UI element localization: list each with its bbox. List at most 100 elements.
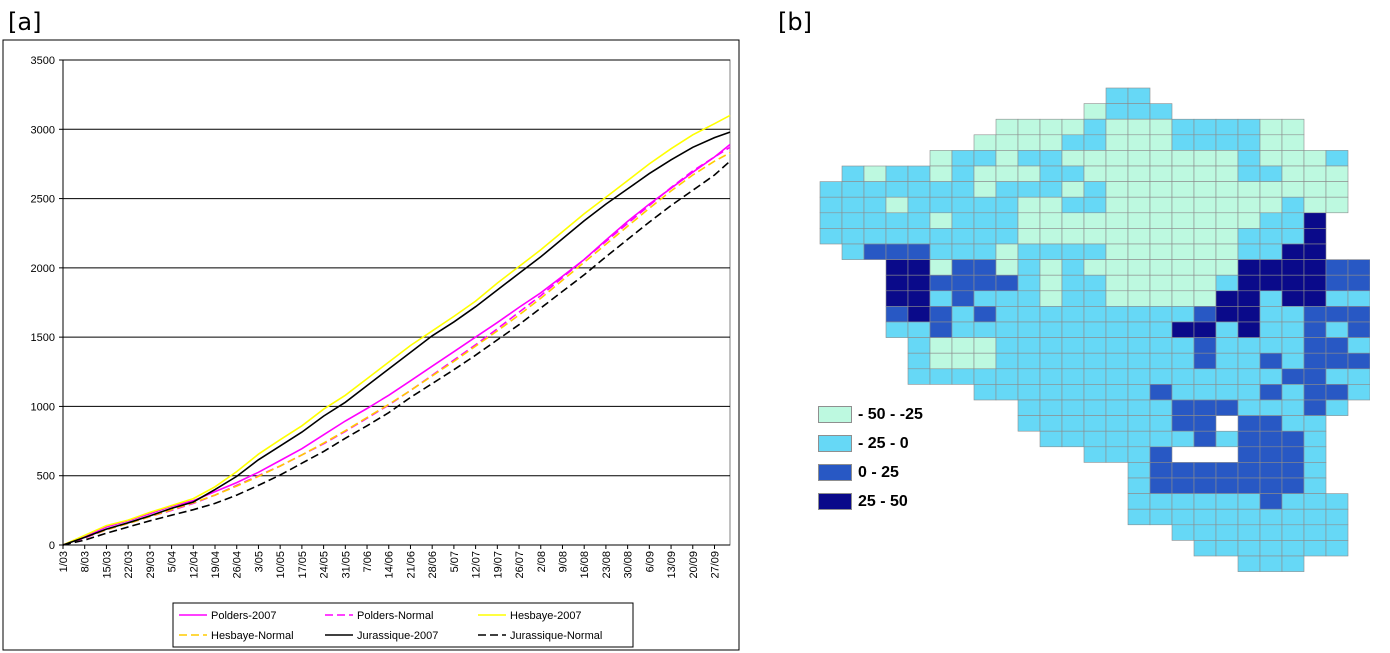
y-tick-label: 1000 xyxy=(31,401,55,413)
map-cell xyxy=(1039,290,1063,307)
map-cell xyxy=(1193,540,1217,557)
map-cell xyxy=(1215,352,1239,370)
legend-label-2: - 25 - 0 xyxy=(858,434,909,452)
map-cell xyxy=(1149,508,1173,526)
heatmap-grid xyxy=(819,87,1370,572)
map-cell xyxy=(1083,259,1107,276)
map-cell xyxy=(1325,306,1349,323)
map-cell xyxy=(907,196,931,214)
map-cell xyxy=(1193,196,1217,214)
map-cell xyxy=(1259,540,1283,557)
x-tick-label: 5/07 xyxy=(449,551,461,572)
map-cell xyxy=(1127,165,1151,182)
map-cell xyxy=(1259,446,1283,463)
map-cell xyxy=(1171,477,1195,494)
map-cell xyxy=(1127,181,1151,198)
map-cell xyxy=(1149,321,1173,338)
map-cell xyxy=(1061,399,1085,416)
map-cell xyxy=(1281,196,1305,214)
map-cell xyxy=(1061,181,1085,198)
map-cell xyxy=(1281,134,1305,151)
map-cell xyxy=(1039,352,1063,370)
map-cell xyxy=(995,165,1019,182)
map-cell xyxy=(907,321,931,338)
map-cell xyxy=(1149,243,1173,260)
map-cell xyxy=(1237,181,1261,198)
map-cell xyxy=(1281,415,1305,432)
map-cell xyxy=(1259,165,1283,182)
map-cell xyxy=(1281,540,1305,557)
panel-label-b: [b] xyxy=(778,8,812,36)
map-cell xyxy=(907,368,931,385)
map-cell xyxy=(1017,259,1041,276)
map-cell xyxy=(1259,321,1283,338)
map-cell xyxy=(1215,477,1239,494)
map-cell xyxy=(1237,306,1261,323)
map-cell xyxy=(995,306,1019,323)
map-cell xyxy=(1281,274,1305,292)
x-tick-label: 28/06 xyxy=(427,551,439,579)
map-cell xyxy=(1127,399,1151,416)
legend-swatch-1 xyxy=(818,406,852,423)
map-cell xyxy=(907,181,931,198)
map-cell xyxy=(1083,415,1107,432)
map-cell xyxy=(1061,259,1085,276)
map-cell xyxy=(951,228,975,245)
map-cell xyxy=(907,212,931,229)
x-tick-label: 21/06 xyxy=(405,551,417,579)
map-cell xyxy=(1039,134,1063,151)
map-cell xyxy=(1193,181,1217,198)
x-tick-label: 5/04 xyxy=(167,551,179,572)
map-cell xyxy=(1259,134,1283,151)
map-cell xyxy=(951,259,975,276)
x-tick-label: 12/07 xyxy=(471,551,483,579)
map-cell xyxy=(1215,212,1239,229)
map-cell xyxy=(1171,321,1195,338)
map-cell xyxy=(1215,337,1239,354)
map-cell xyxy=(1281,259,1305,276)
map-cell xyxy=(1171,306,1195,323)
map-cell xyxy=(1281,306,1305,323)
map-cell xyxy=(1215,228,1239,245)
map-cell xyxy=(1215,150,1239,167)
legend-label-3: 0 - 25 xyxy=(858,463,899,481)
map-cell xyxy=(973,368,997,385)
map-cell xyxy=(929,368,953,385)
map-cell xyxy=(1281,321,1305,338)
map-cell xyxy=(1237,415,1261,432)
map-cell xyxy=(1061,228,1085,245)
map-cell xyxy=(1127,493,1151,510)
map-cell xyxy=(1237,290,1261,307)
map-cell xyxy=(1149,415,1173,432)
map-cell xyxy=(951,352,975,370)
map-cell xyxy=(973,150,997,167)
map-cell xyxy=(1193,368,1217,385)
map-cell xyxy=(1017,321,1041,338)
map-cell xyxy=(1149,259,1173,276)
map-cell xyxy=(1193,243,1217,260)
map-cell xyxy=(1017,150,1041,167)
map-cell xyxy=(885,243,909,260)
map-cell xyxy=(1215,196,1239,214)
map-cell xyxy=(1127,103,1151,120)
map-cell xyxy=(1017,212,1041,229)
map-cell xyxy=(907,228,931,245)
map-cell xyxy=(1061,321,1085,338)
map-cell xyxy=(1171,134,1195,151)
map-cell xyxy=(907,352,931,370)
map-cell xyxy=(1259,274,1283,292)
map-cell xyxy=(1105,430,1129,448)
map-cell xyxy=(973,243,997,260)
map-cell xyxy=(1303,493,1327,510)
map-cell xyxy=(1259,150,1283,167)
map-cell xyxy=(929,290,953,307)
map-cell xyxy=(1017,415,1041,432)
map-cell xyxy=(1105,415,1129,432)
map-cell xyxy=(929,274,953,292)
map-cell xyxy=(1127,352,1151,370)
map-cell xyxy=(1039,259,1063,276)
map-cell xyxy=(1259,243,1283,260)
map-cell xyxy=(995,259,1019,276)
legend-row-1: - 50 - -25 xyxy=(818,400,923,429)
x-tick-label: 13/09 xyxy=(666,551,678,579)
